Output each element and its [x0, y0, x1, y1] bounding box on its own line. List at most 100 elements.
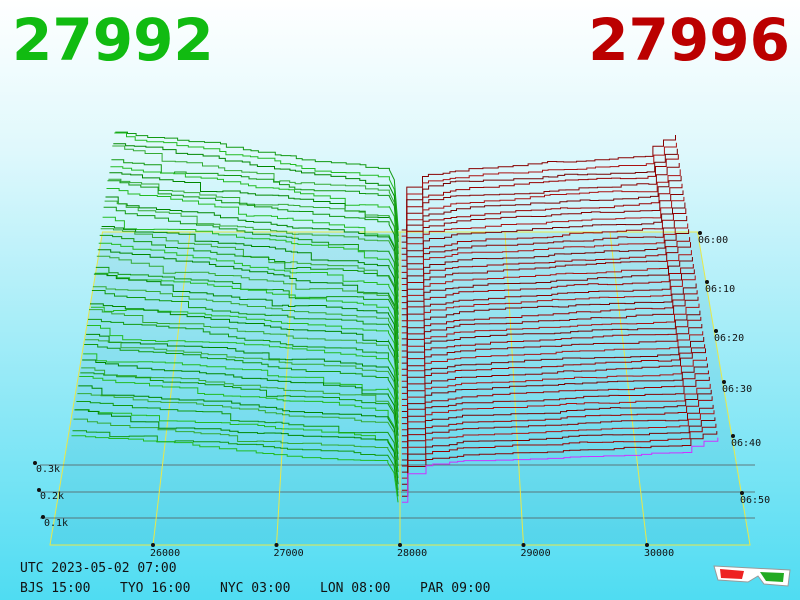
ask-curve [401, 404, 714, 473]
bid-price: 27992 [12, 6, 214, 74]
bid-curve [108, 178, 399, 273]
ask-curve [401, 202, 686, 291]
ask-curve [401, 337, 705, 412]
price-tick [645, 543, 649, 547]
ask-curve [401, 357, 707, 431]
bid-curve [115, 131, 399, 231]
ask-curve [401, 348, 706, 425]
depth-curves [71, 131, 719, 503]
time-tick [705, 280, 709, 284]
price-label: 29000 [521, 548, 551, 559]
ask-curve [401, 316, 702, 394]
bid-curve [72, 430, 399, 497]
time-label: 06:50 [740, 495, 770, 506]
ask-curve [401, 396, 713, 467]
ask-curve [401, 383, 711, 455]
bid-curve [96, 255, 399, 346]
bid-curve [97, 249, 399, 339]
city-time: PAR 09:00 [420, 581, 490, 596]
ask-curve [401, 169, 681, 261]
bid-curve [90, 303, 399, 388]
ask-curve [401, 376, 710, 449]
price-label: 27000 [274, 548, 304, 559]
time-tick [731, 434, 735, 438]
ask-curve [401, 183, 683, 273]
depth-tick [41, 515, 45, 519]
bid-curve [112, 145, 399, 249]
bid-curve [85, 339, 399, 418]
price-tick [521, 543, 526, 547]
bid-curve [95, 266, 399, 352]
depth-label: 0.3k [36, 464, 60, 475]
bid-curve [83, 353, 399, 430]
bid-curve [105, 196, 399, 291]
bid-curve [107, 180, 399, 279]
bid-curve [92, 286, 399, 370]
ask-curve [401, 223, 689, 310]
ask-curve [401, 410, 715, 479]
ask-curve [401, 135, 676, 231]
bid-curve [71, 435, 399, 503]
city-time: TYO 16:00 [120, 581, 190, 596]
ask-curve [401, 296, 699, 376]
ask-curve [401, 196, 685, 285]
bid-curve [78, 385, 399, 461]
bid-curve [80, 372, 399, 448]
bid-curve [88, 318, 399, 400]
3d-glasses-icon[interactable] [713, 565, 791, 587]
time-label: 06:20 [714, 333, 744, 344]
price-label: 30000 [644, 548, 674, 559]
bid-curve [89, 309, 399, 394]
bid-curve [110, 166, 399, 261]
ask-curve [401, 290, 698, 370]
time-label: 06:40 [731, 438, 761, 449]
ask-price: 27996 [588, 6, 790, 74]
ask-curve [401, 237, 691, 322]
ask-curve [401, 310, 701, 388]
bid-curve [74, 409, 399, 485]
city-time: BJS 15:00 [20, 581, 90, 596]
bid-curve [101, 226, 399, 315]
price-grid-line [504, 231, 524, 546]
bid-curve [77, 393, 399, 467]
city-time: LON 08:00 [320, 581, 390, 596]
ask-curve [401, 389, 712, 461]
price-tick [151, 543, 155, 547]
bid-curve [81, 367, 399, 442]
ask-curve [401, 264, 694, 346]
ask-curve [401, 269, 695, 352]
axis-labels: 26000 27000 28000 29000 30000 06:00 06:10 06:20… [33, 231, 770, 559]
bid-curve [99, 234, 399, 327]
ask-curve [401, 148, 678, 243]
bid-curve [98, 242, 399, 333]
depth-tick [37, 488, 41, 492]
utc-time: UTC 2023-05-02 07:00 [20, 561, 177, 576]
ask-curve [401, 142, 677, 237]
ask-curve [401, 215, 688, 304]
bid-curve [86, 333, 399, 412]
time-label: 06:30 [722, 384, 752, 395]
bid-curve [106, 188, 399, 285]
bid-curve [91, 290, 399, 376]
floor [40, 231, 755, 546]
bid-curve [75, 409, 399, 479]
depth-label: 0.2k [40, 491, 64, 502]
ask-curve [401, 324, 703, 400]
bid-curve [79, 376, 399, 454]
time-label: 06:00 [698, 235, 728, 246]
bid-curve [104, 200, 399, 297]
time-tick [740, 491, 744, 495]
price-label: 26000 [150, 548, 180, 559]
ask-curve [401, 423, 717, 491]
ask-curve [401, 257, 693, 340]
bid-curve [87, 325, 399, 406]
city-time: NYC 03:00 [220, 581, 290, 596]
bid-curve [82, 359, 399, 436]
time-tick [722, 380, 726, 384]
ask-curve [401, 229, 690, 316]
price-label: 28000 [397, 548, 427, 559]
time-tick [698, 231, 702, 235]
time-label: 06:10 [705, 284, 735, 295]
ask-curve [401, 175, 682, 267]
